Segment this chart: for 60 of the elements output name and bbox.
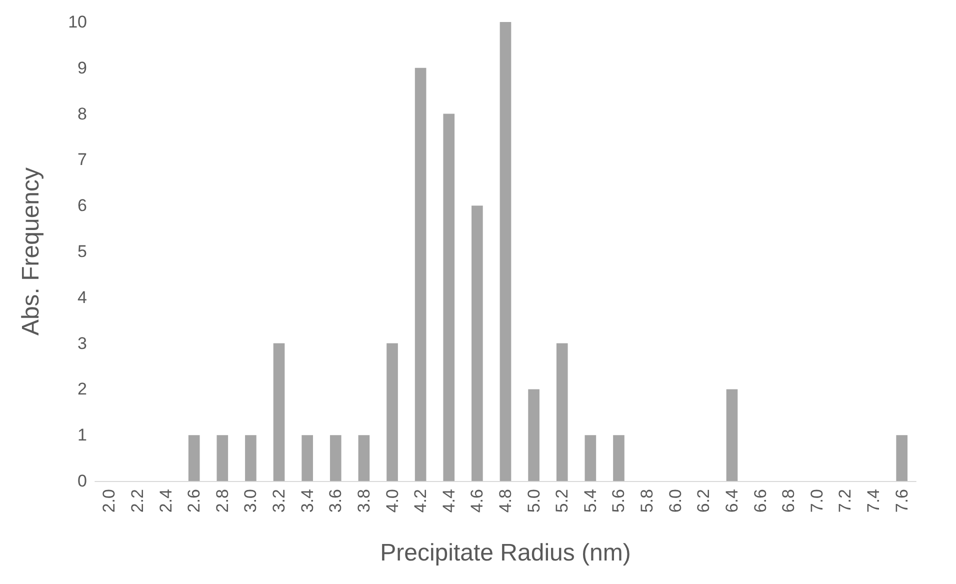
x-tick-label: 5.2 bbox=[552, 489, 572, 513]
bar bbox=[528, 389, 540, 481]
bar bbox=[245, 435, 256, 481]
bar bbox=[584, 435, 596, 481]
bar bbox=[500, 22, 512, 481]
x-axis-title: Precipitate Radius (nm) bbox=[380, 540, 631, 566]
x-tick-label: 2.0 bbox=[100, 489, 119, 513]
x-tick-label: 7.0 bbox=[807, 489, 826, 513]
y-tick-label: 1 bbox=[78, 426, 87, 445]
bar bbox=[414, 68, 426, 481]
x-tick-label: 3.4 bbox=[298, 489, 317, 513]
y-axis-title: Abs. Frequency bbox=[18, 167, 44, 336]
y-tick-label: 10 bbox=[68, 12, 87, 32]
x-tick-label: 6.0 bbox=[666, 489, 685, 513]
x-tick-label: 6.8 bbox=[779, 489, 798, 513]
x-tick-label: 5.4 bbox=[580, 489, 600, 513]
y-tick-label: 4 bbox=[78, 288, 87, 307]
x-tick-label: 2.4 bbox=[156, 489, 176, 513]
bar bbox=[386, 343, 398, 481]
x-tick-label: 5.6 bbox=[609, 489, 628, 513]
x-tick-label: 7.6 bbox=[892, 489, 912, 513]
x-tick-label: 5.8 bbox=[638, 489, 657, 513]
y-tick-label: 9 bbox=[78, 58, 87, 78]
y-tick-label: 2 bbox=[78, 380, 87, 399]
bar bbox=[613, 435, 624, 481]
x-tick-label: 6.2 bbox=[694, 489, 714, 513]
bar bbox=[726, 389, 738, 481]
bar bbox=[216, 435, 228, 481]
x-tick-label: 3.6 bbox=[326, 489, 346, 513]
bar bbox=[302, 435, 313, 481]
bar bbox=[273, 343, 285, 481]
x-tick-label: 3.2 bbox=[270, 489, 289, 513]
x-tick-label: 2.6 bbox=[184, 489, 204, 513]
x-tick-label: 7.2 bbox=[836, 489, 855, 513]
x-tick-label: 2.8 bbox=[212, 489, 232, 513]
x-tick-label: 4.0 bbox=[382, 489, 402, 513]
x-tick-label: 4.4 bbox=[439, 489, 458, 513]
y-tick-label: 0 bbox=[78, 472, 87, 490]
y-tick-label: 5 bbox=[78, 242, 87, 261]
x-tick-label: 4.2 bbox=[411, 489, 430, 513]
x-tick-label: 3.8 bbox=[354, 489, 374, 513]
x-tick-label: 4.8 bbox=[496, 489, 515, 513]
x-tick-label: 5.0 bbox=[524, 489, 544, 513]
bar bbox=[188, 435, 200, 481]
y-tick-label: 6 bbox=[78, 196, 87, 216]
x-tick-label: 2.2 bbox=[128, 489, 147, 513]
x-tick-label: 3.0 bbox=[241, 489, 260, 513]
y-tick-label: 3 bbox=[78, 334, 87, 353]
x-tick-label: 6.6 bbox=[750, 489, 770, 513]
x-tick-label: 6.4 bbox=[722, 489, 742, 513]
bar bbox=[556, 343, 568, 481]
bar bbox=[358, 435, 370, 481]
bar bbox=[472, 206, 483, 481]
bar bbox=[443, 114, 455, 481]
bar bbox=[330, 435, 342, 481]
bar bbox=[896, 435, 908, 481]
y-tick-label: 8 bbox=[78, 104, 87, 124]
x-tick-label: 4.6 bbox=[468, 489, 487, 513]
y-tick-label: 7 bbox=[78, 150, 87, 170]
x-tick-label: 7.4 bbox=[864, 489, 884, 513]
